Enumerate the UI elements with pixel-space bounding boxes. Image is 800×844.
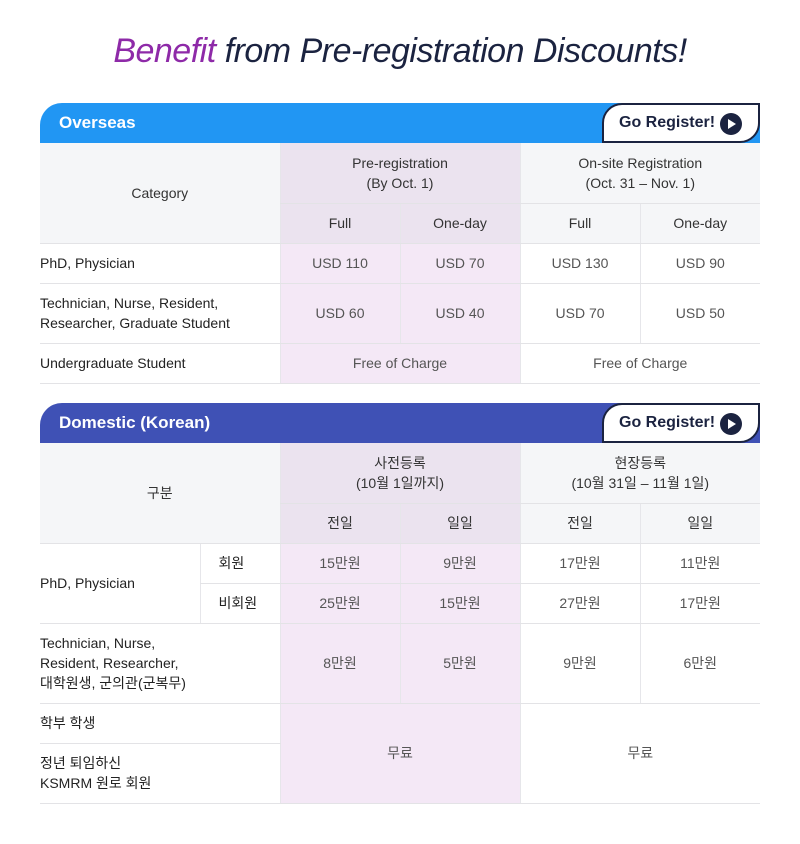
sub-header: 일일 [399,503,521,544]
pre-registration-header: Pre-registration (By Oct. 1) [279,143,521,204]
table-row: PhD, Physician 회원 15만원 9만원 17만원 11만원 [40,543,761,624]
overseas-fee-table: Category Pre-registration (By Oct. 1) On-… [40,143,761,384]
play-circle-icon [720,113,742,135]
sub-header: Full [519,203,641,244]
play-circle-icon [720,413,742,435]
table-row: 정년 퇴임하신 KSMRM 원로 회원 [40,743,760,804]
page-title: Benefit from Pre-registration Discounts! [113,32,687,70]
sub-header: Full [279,203,400,244]
domestic-header-bar: Domestic (Korean) Go Register! [40,403,760,443]
table-row: Undergraduate Student Free of Charge Fre… [40,343,761,384]
category-header: 구분 [40,443,281,544]
table-row: 학부 학생 무료 무료 [40,703,761,804]
domestic-section: Domestic (Korean) Go Register! 구분 사전등록 (1… [40,403,761,804]
go-register-button[interactable]: Go Register! [602,103,760,143]
overseas-header-bar: Overseas Go Register! [40,103,760,143]
table-row: Technician, Nurse, Resident, Researcher,… [40,283,761,344]
category-header: Category [40,143,280,244]
sub-header: One-day [399,203,521,244]
sub-header: 일일 [639,503,761,544]
table-row: Technician, Nurse, Resident, Researcher, 대… [40,623,761,704]
onsite-registration-header: On-site Registration (Oct. 31 – Nov. 1) [519,143,761,204]
sub-header: 전일 [279,503,401,544]
go-register-button[interactable]: Go Register! [602,403,760,443]
sub-header: 전일 [519,503,641,544]
domestic-fee-table: 구분 사전등록 (10월 1일까지) 현장등록 (10월 31일 – 11월 1일)… [40,443,761,804]
onsite-registration-header: 현장등록 (10월 31일 – 11월 1일) [519,443,761,504]
table-row: 비회원 25만원 15만원 27만원 17만원 [40,583,761,624]
overseas-section: Overseas Go Register! Category Pre-regis… [40,103,761,384]
overseas-heading: Overseas [59,113,136,132]
table-row: PhD, Physician USD 110 USD 70 USD 130 US… [40,243,761,284]
domestic-heading: Domestic (Korean) [59,413,211,432]
sub-header: One-day [639,203,761,244]
pre-registration-header: 사전등록 (10월 1일까지) [279,443,521,504]
